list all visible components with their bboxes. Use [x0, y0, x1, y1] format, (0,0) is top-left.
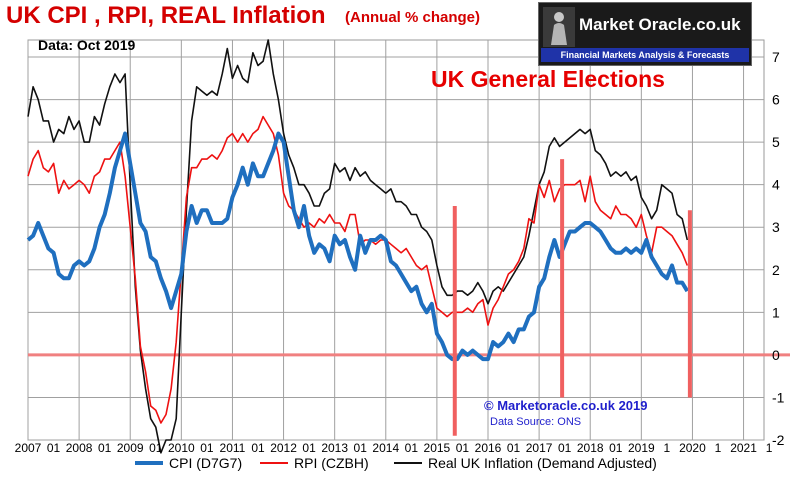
legend-item-real: Real UK Inflation (Demand Adjusted) — [394, 455, 657, 471]
x-tick-label: 2009 — [117, 441, 144, 455]
chart-title: UK CPI , RPI, REAL Inflation — [6, 2, 326, 29]
x-tick-label: 01 — [405, 441, 419, 455]
legend-swatch-real — [394, 462, 422, 464]
x-tick-label: 01 — [251, 441, 265, 455]
market-oracle-logo: Market Oracle.co.uk Financial Markets An… — [538, 2, 752, 66]
y-tick-label: 1 — [772, 304, 780, 320]
grid-lines — [27, 40, 764, 441]
x-tick-label: 2014 — [372, 441, 399, 455]
x-tick-label: 01 — [149, 441, 163, 455]
x-tick-label: 01 — [456, 441, 470, 455]
y-tick-label: -1 — [772, 389, 785, 405]
x-tick-label: 2010 — [168, 441, 195, 455]
x-tick-label: 2007 — [15, 441, 42, 455]
x-tick-label: 01 — [98, 441, 112, 455]
x-tick-label: 2015 — [424, 441, 451, 455]
series-line-cpi — [26, 131, 690, 362]
oracle-figure-icon — [543, 7, 575, 47]
x-tick-label: 01 — [47, 441, 61, 455]
elections-annotation: UK General Elections — [431, 66, 665, 92]
y-tick-label: 4 — [772, 177, 780, 193]
legend-label-cpi: CPI (D7G7) — [169, 455, 243, 471]
x-tick-label: 01 — [354, 441, 368, 455]
y-tick-label: -2 — [772, 432, 785, 448]
legend: CPI (D7G7) RPI (CZBH) Real UK Inflation … — [0, 455, 800, 477]
data-source-note: Data Source: ONS — [490, 416, 582, 428]
x-tick-label: 2017 — [526, 441, 553, 455]
y-tick-label: 3 — [772, 219, 780, 235]
y-tick-label: 2 — [772, 262, 780, 278]
x-tick-label: 2020 — [679, 441, 706, 455]
x-tick-label: 01 — [507, 441, 521, 455]
x-tick-label: 2019 — [628, 441, 655, 455]
logo-tagline: Financial Markets Analysis & Forecasts — [541, 48, 749, 62]
legend-swatch-rpi — [260, 462, 288, 464]
x-axis-ticks: 2007 01 2008 01 2009 01 2010 01 2011 01 2012 01 2013… — [15, 441, 773, 455]
x-tick-label: 1 — [715, 441, 722, 455]
legend-item-rpi: RPI (CZBH) — [260, 455, 369, 471]
x-tick-label: 01 — [200, 441, 214, 455]
x-tick-label: 2013 — [321, 441, 348, 455]
x-tick-label: 01 — [302, 441, 316, 455]
series-line-rpi — [27, 115, 689, 424]
election-markers — [452, 159, 692, 436]
y-tick-label: 5 — [772, 134, 780, 150]
x-tick-label: 1 — [766, 441, 773, 455]
x-tick-label: 01 — [609, 441, 623, 455]
data-date-label: Data: Oct 2019 — [38, 37, 136, 53]
x-tick-label: 01 — [558, 441, 572, 455]
logo-title: Market Oracle.co.uk — [579, 15, 741, 34]
y-axis-ticks: -2 -1 0 1 2 3 4 5 6 7 — [772, 49, 785, 448]
x-tick-label: 2021 — [730, 441, 757, 455]
chart-subtitle: (Annual % change) — [345, 9, 481, 26]
x-tick-label: 2018 — [577, 441, 604, 455]
legend-swatch-cpi — [135, 461, 163, 465]
copyright-note: © Marketoracle.co.uk 2019 — [484, 398, 648, 413]
x-tick-label: 2016 — [475, 441, 502, 455]
y-tick-label: 7 — [772, 49, 780, 65]
x-tick-label: 2011 — [220, 441, 246, 455]
y-tick-label: 6 — [772, 92, 780, 108]
legend-label-rpi: RPI (CZBH) — [294, 455, 369, 471]
legend-item-cpi: CPI (D7G7) — [135, 455, 242, 471]
x-tick-label: 2008 — [66, 441, 93, 455]
x-tick-label: 2012 — [270, 441, 297, 455]
x-tick-label: 1 — [664, 441, 671, 455]
legend-label-real: Real UK Inflation (Demand Adjusted) — [428, 455, 657, 471]
series-group — [26, 39, 690, 454]
y-tick-label: 0 — [772, 347, 780, 363]
